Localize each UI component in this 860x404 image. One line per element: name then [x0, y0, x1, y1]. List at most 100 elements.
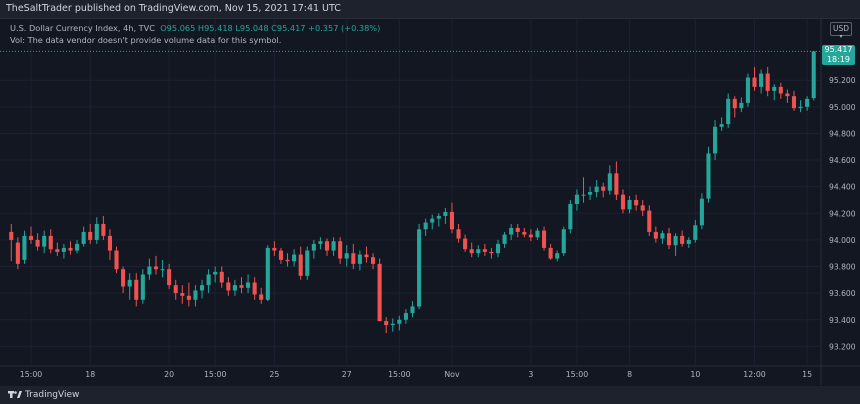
candle-up: [811, 51, 816, 99]
footer-bar: TradingView: [0, 386, 860, 404]
candle-down: [298, 254, 303, 276]
candle-down: [252, 282, 257, 295]
candle-up: [410, 306, 415, 314]
candle-down: [88, 231, 93, 240]
currency-button[interactable]: USD ▾: [830, 22, 852, 40]
candle-up: [581, 194, 586, 196]
candle-down: [338, 241, 343, 259]
candle-down: [107, 235, 112, 251]
currency-label: USD: [832, 24, 850, 33]
candle-down: [601, 186, 606, 191]
candle-up: [246, 282, 251, 288]
chart-area[interactable]: 95.200 95.000 94.800 94.600 94.400 94.200 94.0…: [0, 19, 860, 385]
candle-down: [48, 235, 53, 250]
candle-up: [476, 249, 481, 254]
candle-up: [436, 215, 441, 219]
candle-down: [324, 241, 330, 251]
candle-down: [239, 285, 244, 288]
last-price-label: 95.417 18:19: [822, 45, 855, 66]
candle-down: [680, 235, 685, 244]
candle-up: [344, 253, 349, 259]
candle-down: [791, 96, 797, 109]
candle-down: [620, 194, 626, 210]
candle-up: [206, 274, 211, 286]
y-tick-label: 93.400: [829, 316, 856, 325]
candle-down: [765, 73, 770, 91]
candle-down: [384, 321, 389, 326]
candle-down: [489, 251, 494, 254]
x-tick-label: 15:00: [20, 370, 43, 379]
candle-up: [403, 313, 408, 320]
publisher-line: TheSaltTrader published on TradingView.c…: [6, 3, 341, 14]
last-price-value: 95.417: [824, 45, 853, 55]
candle-down: [186, 295, 191, 300]
candle-down: [68, 247, 73, 251]
candle-up: [22, 235, 27, 260]
candlestick-chart[interactable]: 95.200 95.000 94.800 94.600 94.400 94.200 94.0…: [0, 19, 860, 385]
candle-up: [140, 274, 145, 300]
candle-up: [311, 243, 316, 251]
y-tick-label: 95.000: [829, 103, 856, 112]
candle-down: [522, 231, 527, 235]
candle-down: [614, 173, 619, 195]
candle-down: [666, 233, 672, 246]
tradingview-logo[interactable]: TradingView: [8, 390, 79, 400]
candle-down: [752, 77, 757, 87]
candle-down: [167, 269, 172, 286]
candle-up: [390, 323, 395, 326]
candle-up: [686, 239, 691, 244]
candle-down: [55, 249, 60, 252]
candle-up: [213, 271, 218, 275]
candle-up: [417, 229, 422, 307]
candle-up: [574, 194, 579, 204]
candle-up: [719, 124, 724, 127]
y-tick-label: 93.200: [829, 342, 856, 351]
candle-down: [528, 234, 533, 238]
candle-up: [443, 211, 448, 216]
tradingview-logo-icon: [8, 391, 22, 398]
candle-up: [798, 106, 803, 109]
candle-up: [726, 98, 731, 125]
candle-up: [430, 218, 435, 223]
candle-down: [370, 257, 376, 264]
chart-legend: U.S. Dollar Currency Index, 4h, TVC O95.…: [10, 22, 380, 46]
x-tick-label: 12:00: [743, 370, 766, 379]
x-tick-label: 8: [627, 370, 632, 379]
y-tick-label: 94.800: [829, 129, 856, 138]
x-tick-label: 27: [342, 370, 352, 379]
candle-up: [555, 253, 560, 259]
candle-up: [607, 173, 612, 191]
candle-down: [219, 271, 224, 283]
candle-down: [9, 231, 14, 240]
candle-up: [535, 230, 540, 238]
x-tick-label: 20: [164, 370, 174, 379]
candle-up: [805, 98, 810, 107]
x-tick-label: 15:00: [566, 370, 589, 379]
candle-down: [134, 279, 139, 300]
candle-down: [469, 249, 474, 254]
candle-down: [153, 266, 159, 270]
candle-up: [75, 243, 80, 251]
candle-up: [502, 234, 507, 244]
candle-down: [351, 253, 356, 264]
candle-down: [647, 210, 652, 232]
candle-up: [772, 86, 777, 91]
y-tick-label: 94.400: [829, 183, 856, 192]
candle-up: [423, 222, 428, 230]
candle-up: [673, 235, 678, 246]
candle-down: [35, 239, 40, 247]
x-tick-label: 15:00: [204, 370, 227, 379]
x-tick-label: 15: [802, 370, 812, 379]
ohlc-readout: O95.065 H95.418 L95.048 C95.417 +0.357 (…: [160, 23, 381, 33]
y-tick-label: 94.200: [829, 209, 856, 218]
x-tick-label: 3: [528, 370, 533, 379]
y-tick-label: 93.600: [829, 289, 856, 298]
candle-up: [693, 225, 698, 240]
candle-up: [739, 102, 744, 109]
candle-down: [272, 247, 277, 251]
candle-up: [61, 247, 66, 252]
candle-up: [232, 285, 237, 291]
candle-up: [160, 269, 165, 271]
volume-note: Vol: The data vendor doesn't provide vol…: [10, 35, 282, 45]
candle-up: [699, 198, 704, 226]
